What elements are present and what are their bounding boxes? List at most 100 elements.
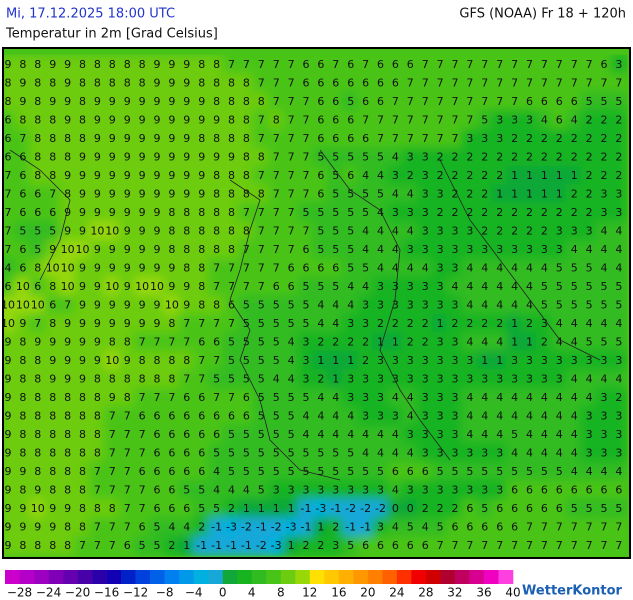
field-cell [237,424,255,446]
value-label: 1 [511,317,518,330]
value-label: 4 [541,114,548,127]
value-label: 5 [571,502,578,515]
field-cell [118,332,136,353]
field-cell [59,498,77,520]
field-cell [461,480,479,501]
value-label: 8 [64,539,71,552]
value-label: 2 [452,151,459,164]
value-label: 6 [273,280,280,293]
value-label: -1 [241,539,252,552]
field-cell [14,91,32,113]
value-label: 8 [168,225,175,238]
value-label: 8 [168,317,175,330]
value-label: 9 [49,521,56,534]
field-cell [297,165,315,187]
value-label: 5 [586,280,593,293]
value-label: 5 [34,243,41,256]
field-cell [118,313,136,335]
field-cell [252,332,270,353]
value-label: 9 [79,354,86,367]
field-cell [163,276,181,298]
field-cell [88,165,106,187]
field-cell [163,480,181,501]
legend-label: −12 [123,586,148,600]
field-cell [44,54,62,76]
field-cell [535,313,553,335]
field-cell [74,54,91,76]
value-label: 7 [213,262,220,275]
value-label: 7 [303,114,310,127]
value-label: 7 [109,539,116,552]
value-label: 7 [288,58,295,71]
field-cell [118,498,136,520]
field-cell [178,221,196,242]
value-label: 4 [481,410,488,423]
field-cell [580,350,598,372]
field-cell [133,165,151,187]
value-label: 4 [243,484,250,497]
value-label: 9 [5,373,12,386]
value-label: 7 [258,114,265,127]
value-label: 7 [556,77,563,90]
value-label: 7 [273,77,280,90]
field-cell [312,461,330,483]
field-cell [59,128,77,150]
value-label: 8 [64,465,71,478]
field-cell [565,313,583,335]
field-cell [14,110,32,131]
value-label: 2 [615,132,622,145]
value-label: 8 [34,354,41,367]
value-label: 8 [183,206,190,219]
value-label: -1 [226,539,237,552]
field-cell [282,461,300,483]
field-cell [148,480,166,501]
field-cell [14,184,32,205]
value-label: 4 [317,299,324,312]
field-cell [14,461,32,483]
value-label: 6 [303,243,310,256]
field-cell [223,147,240,168]
field-cell [550,165,568,187]
value-label: 7 [243,206,250,219]
field-cell [461,165,479,187]
value-label: 7 [422,77,429,90]
field-cell [193,480,211,501]
value-label: 7 [437,58,444,71]
field-cell [282,480,300,501]
value-label: 8 [49,447,56,460]
field-cell [59,165,77,187]
field-cell [282,202,300,224]
value-label: 1 [347,354,354,367]
value-label: 7 [377,132,384,145]
field-cell [74,165,91,187]
value-label: 3 [377,521,384,534]
value-label: 4 [511,280,518,293]
field-cell [580,258,598,279]
value-label: 4 [422,521,429,534]
value-label: 5 [332,206,339,219]
value-label: 3 [496,373,503,386]
value-label: 7 [496,95,503,108]
field-cell [595,369,613,390]
field-cell [88,350,106,372]
value-label: 5 [586,262,593,275]
value-label: 6 [213,336,220,349]
field-cell [595,147,613,168]
value-label: 8 [109,373,116,386]
field-cell [476,332,494,353]
value-label: 4 [466,428,473,441]
field-cell [446,258,464,279]
field-cell [297,480,315,501]
field-cell [580,128,598,150]
field-cell [193,73,211,94]
value-label: 7 [437,539,444,552]
value-label: 4 [392,188,399,201]
value-label: 3 [556,225,563,238]
value-label: 5 [332,243,339,256]
value-label: 8 [258,151,265,164]
field-cell [550,332,568,353]
field-cell [461,147,479,168]
value-label: 8 [228,225,235,238]
value-label: 5 [228,428,235,441]
field-cell [610,369,628,390]
